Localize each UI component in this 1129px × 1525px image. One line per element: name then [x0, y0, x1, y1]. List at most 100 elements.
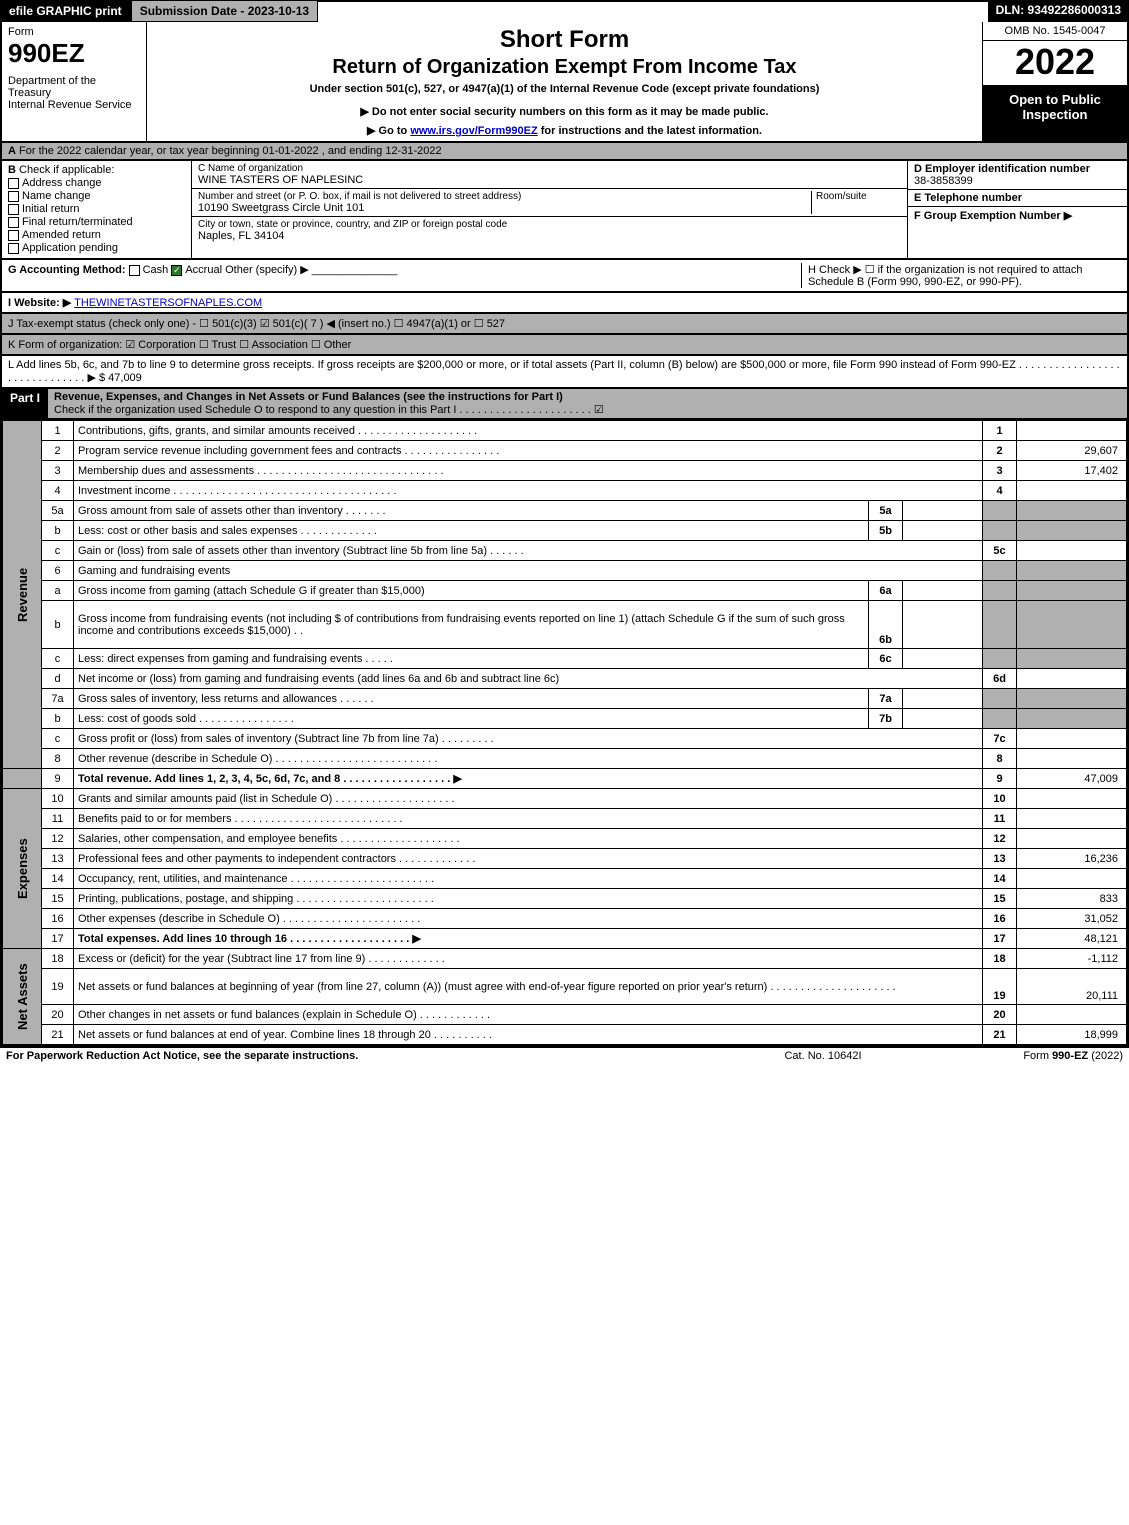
- l14-rv: [1017, 869, 1127, 889]
- line-12: 12 Salaries, other compensation, and emp…: [3, 829, 1127, 849]
- col-def: D Employer identification number 38-3858…: [907, 161, 1127, 258]
- l16-rv: 31,052: [1017, 909, 1127, 929]
- l6c-mv: [903, 649, 983, 669]
- addr-lbl: Number and street (or P. O. box, if mail…: [198, 191, 811, 202]
- l19-rn: 19: [983, 969, 1017, 1005]
- l10-rv: [1017, 789, 1127, 809]
- chk-address-change[interactable]: Address change: [8, 177, 185, 189]
- l21-desc: Net assets or fund balances at end of ye…: [74, 1025, 983, 1045]
- form-number: 990EZ: [8, 38, 140, 69]
- l7b-mv: [903, 709, 983, 729]
- l13-rv: 16,236: [1017, 849, 1127, 869]
- chk-lbl: Name change: [22, 190, 91, 202]
- l6b-grey2: [1017, 601, 1127, 649]
- chk-lbl: Final return/terminated: [22, 216, 133, 228]
- l21-rv: 18,999: [1017, 1025, 1127, 1045]
- chk-cash[interactable]: [129, 265, 140, 276]
- l6c-mn: 6c: [869, 649, 903, 669]
- l6d-desc: Net income or (loss) from gaming and fun…: [74, 669, 983, 689]
- chk-final-return[interactable]: Final return/terminated: [8, 216, 185, 228]
- line-14: 14 Occupancy, rent, utilities, and maint…: [3, 869, 1127, 889]
- l5c-rn: 5c: [983, 541, 1017, 561]
- chk-name-change[interactable]: Name change: [8, 190, 185, 202]
- l3-rv: 17,402: [1017, 461, 1127, 481]
- form-subtitle: Under section 501(c), 527, or 4947(a)(1)…: [155, 83, 974, 95]
- tel-cell: E Telephone number: [908, 190, 1127, 207]
- l6b-num: b: [42, 601, 74, 649]
- form-word: Form: [8, 26, 140, 38]
- l6a-mn: 6a: [869, 581, 903, 601]
- l5c-rv: [1017, 541, 1127, 561]
- org-name-cell: C Name of organization WINE TASTERS OF N…: [192, 161, 907, 189]
- l5b-desc: Less: cost or other basis and sales expe…: [74, 521, 869, 541]
- line-6: 6 Gaming and fundraising events: [3, 561, 1127, 581]
- efile-print-button[interactable]: efile GRAPHIC print: [0, 0, 131, 22]
- l16-num: 16: [42, 909, 74, 929]
- chk-lbl: Amended return: [22, 229, 101, 241]
- l3-desc: Membership dues and assessments . . . . …: [74, 461, 983, 481]
- l9-rn: 9: [983, 769, 1017, 789]
- chk-accrual[interactable]: ✓: [171, 265, 182, 276]
- l10-rn: 10: [983, 789, 1017, 809]
- website-link[interactable]: THEWINETASTERSOFNAPLES.COM: [74, 297, 262, 309]
- l6d-rv: [1017, 669, 1127, 689]
- l5a-num: 5a: [42, 501, 74, 521]
- col-b: B Check if applicable: Address change Na…: [2, 161, 192, 258]
- l15-num: 15: [42, 889, 74, 909]
- line-16: 16 Other expenses (describe in Schedule …: [3, 909, 1127, 929]
- l17-num: 17: [42, 929, 74, 949]
- l7c-num: c: [42, 729, 74, 749]
- part1-header-row: Part I Revenue, Expenses, and Changes in…: [0, 389, 1129, 420]
- line-5c: c Gain or (loss) from sale of assets oth…: [3, 541, 1127, 561]
- city-val: Naples, FL 34104: [198, 230, 901, 242]
- part1-label: Part I: [2, 389, 48, 418]
- group-cell: F Group Exemption Number ▶: [908, 207, 1127, 258]
- l18-rn: 18: [983, 949, 1017, 969]
- l20-desc: Other changes in net assets or fund bala…: [74, 1005, 983, 1025]
- l8-rn: 8: [983, 749, 1017, 769]
- line-7b: b Less: cost of goods sold . . . . . . .…: [3, 709, 1127, 729]
- l13-desc: Professional fees and other payments to …: [74, 849, 983, 869]
- l5a-grey1: [983, 501, 1017, 521]
- l11-desc: Benefits paid to or for members . . . . …: [74, 809, 983, 829]
- line-6a: a Gross income from gaming (attach Sched…: [3, 581, 1127, 601]
- l6c-desc: Less: direct expenses from gaming and fu…: [74, 649, 869, 669]
- l15-rn: 15: [983, 889, 1017, 909]
- l6a-num: a: [42, 581, 74, 601]
- line-3: 3 Membership dues and assessments . . . …: [3, 461, 1127, 481]
- l6d-num: d: [42, 669, 74, 689]
- l21-num: 21: [42, 1025, 74, 1045]
- chk-initial-return[interactable]: Initial return: [8, 203, 185, 215]
- g-label: G Accounting Method:: [8, 264, 126, 276]
- line-6d: d Net income or (loss) from gaming and f…: [3, 669, 1127, 689]
- l4-rv: [1017, 481, 1127, 501]
- l7a-desc: Gross sales of inventory, less returns a…: [74, 689, 869, 709]
- line-6b: b Gross income from fundraising events (…: [3, 601, 1127, 649]
- l12-rv: [1017, 829, 1127, 849]
- l6-grey1: [983, 561, 1017, 581]
- l18-num: 18: [42, 949, 74, 969]
- l20-rn: 20: [983, 1005, 1017, 1025]
- l20-num: 20: [42, 1005, 74, 1025]
- l6c-num: c: [42, 649, 74, 669]
- l9-desc: Total revenue. Add lines 1, 2, 3, 4, 5c,…: [74, 769, 983, 789]
- l7b-grey1: [983, 709, 1017, 729]
- l14-num: 14: [42, 869, 74, 889]
- short-form-title: Short Form: [155, 26, 974, 54]
- irs-link[interactable]: www.irs.gov/Form990EZ: [410, 125, 537, 137]
- chk-application-pending[interactable]: Application pending: [8, 242, 185, 254]
- submission-date: Submission Date - 2023-10-13: [131, 0, 318, 22]
- l10-desc: Grants and similar amounts paid (list in…: [74, 789, 983, 809]
- chk-amended-return[interactable]: Amended return: [8, 229, 185, 241]
- topbar-spacer: [318, 0, 987, 22]
- row-g: G Accounting Method: Cash ✓Accrual Other…: [8, 263, 801, 288]
- line-7a: 7a Gross sales of inventory, less return…: [3, 689, 1127, 709]
- l7c-rn: 7c: [983, 729, 1017, 749]
- part1-title: Revenue, Expenses, and Changes in Net As…: [54, 391, 563, 403]
- org-name-val: WINE TASTERS OF NAPLESINC: [198, 174, 901, 186]
- footer: For Paperwork Reduction Act Notice, see …: [0, 1047, 1129, 1064]
- l14-rn: 14: [983, 869, 1017, 889]
- l19-rv: 20,111: [1017, 969, 1127, 1005]
- dept-text: Department of the Treasury Internal Reve…: [8, 75, 140, 111]
- l7c-rv: [1017, 729, 1127, 749]
